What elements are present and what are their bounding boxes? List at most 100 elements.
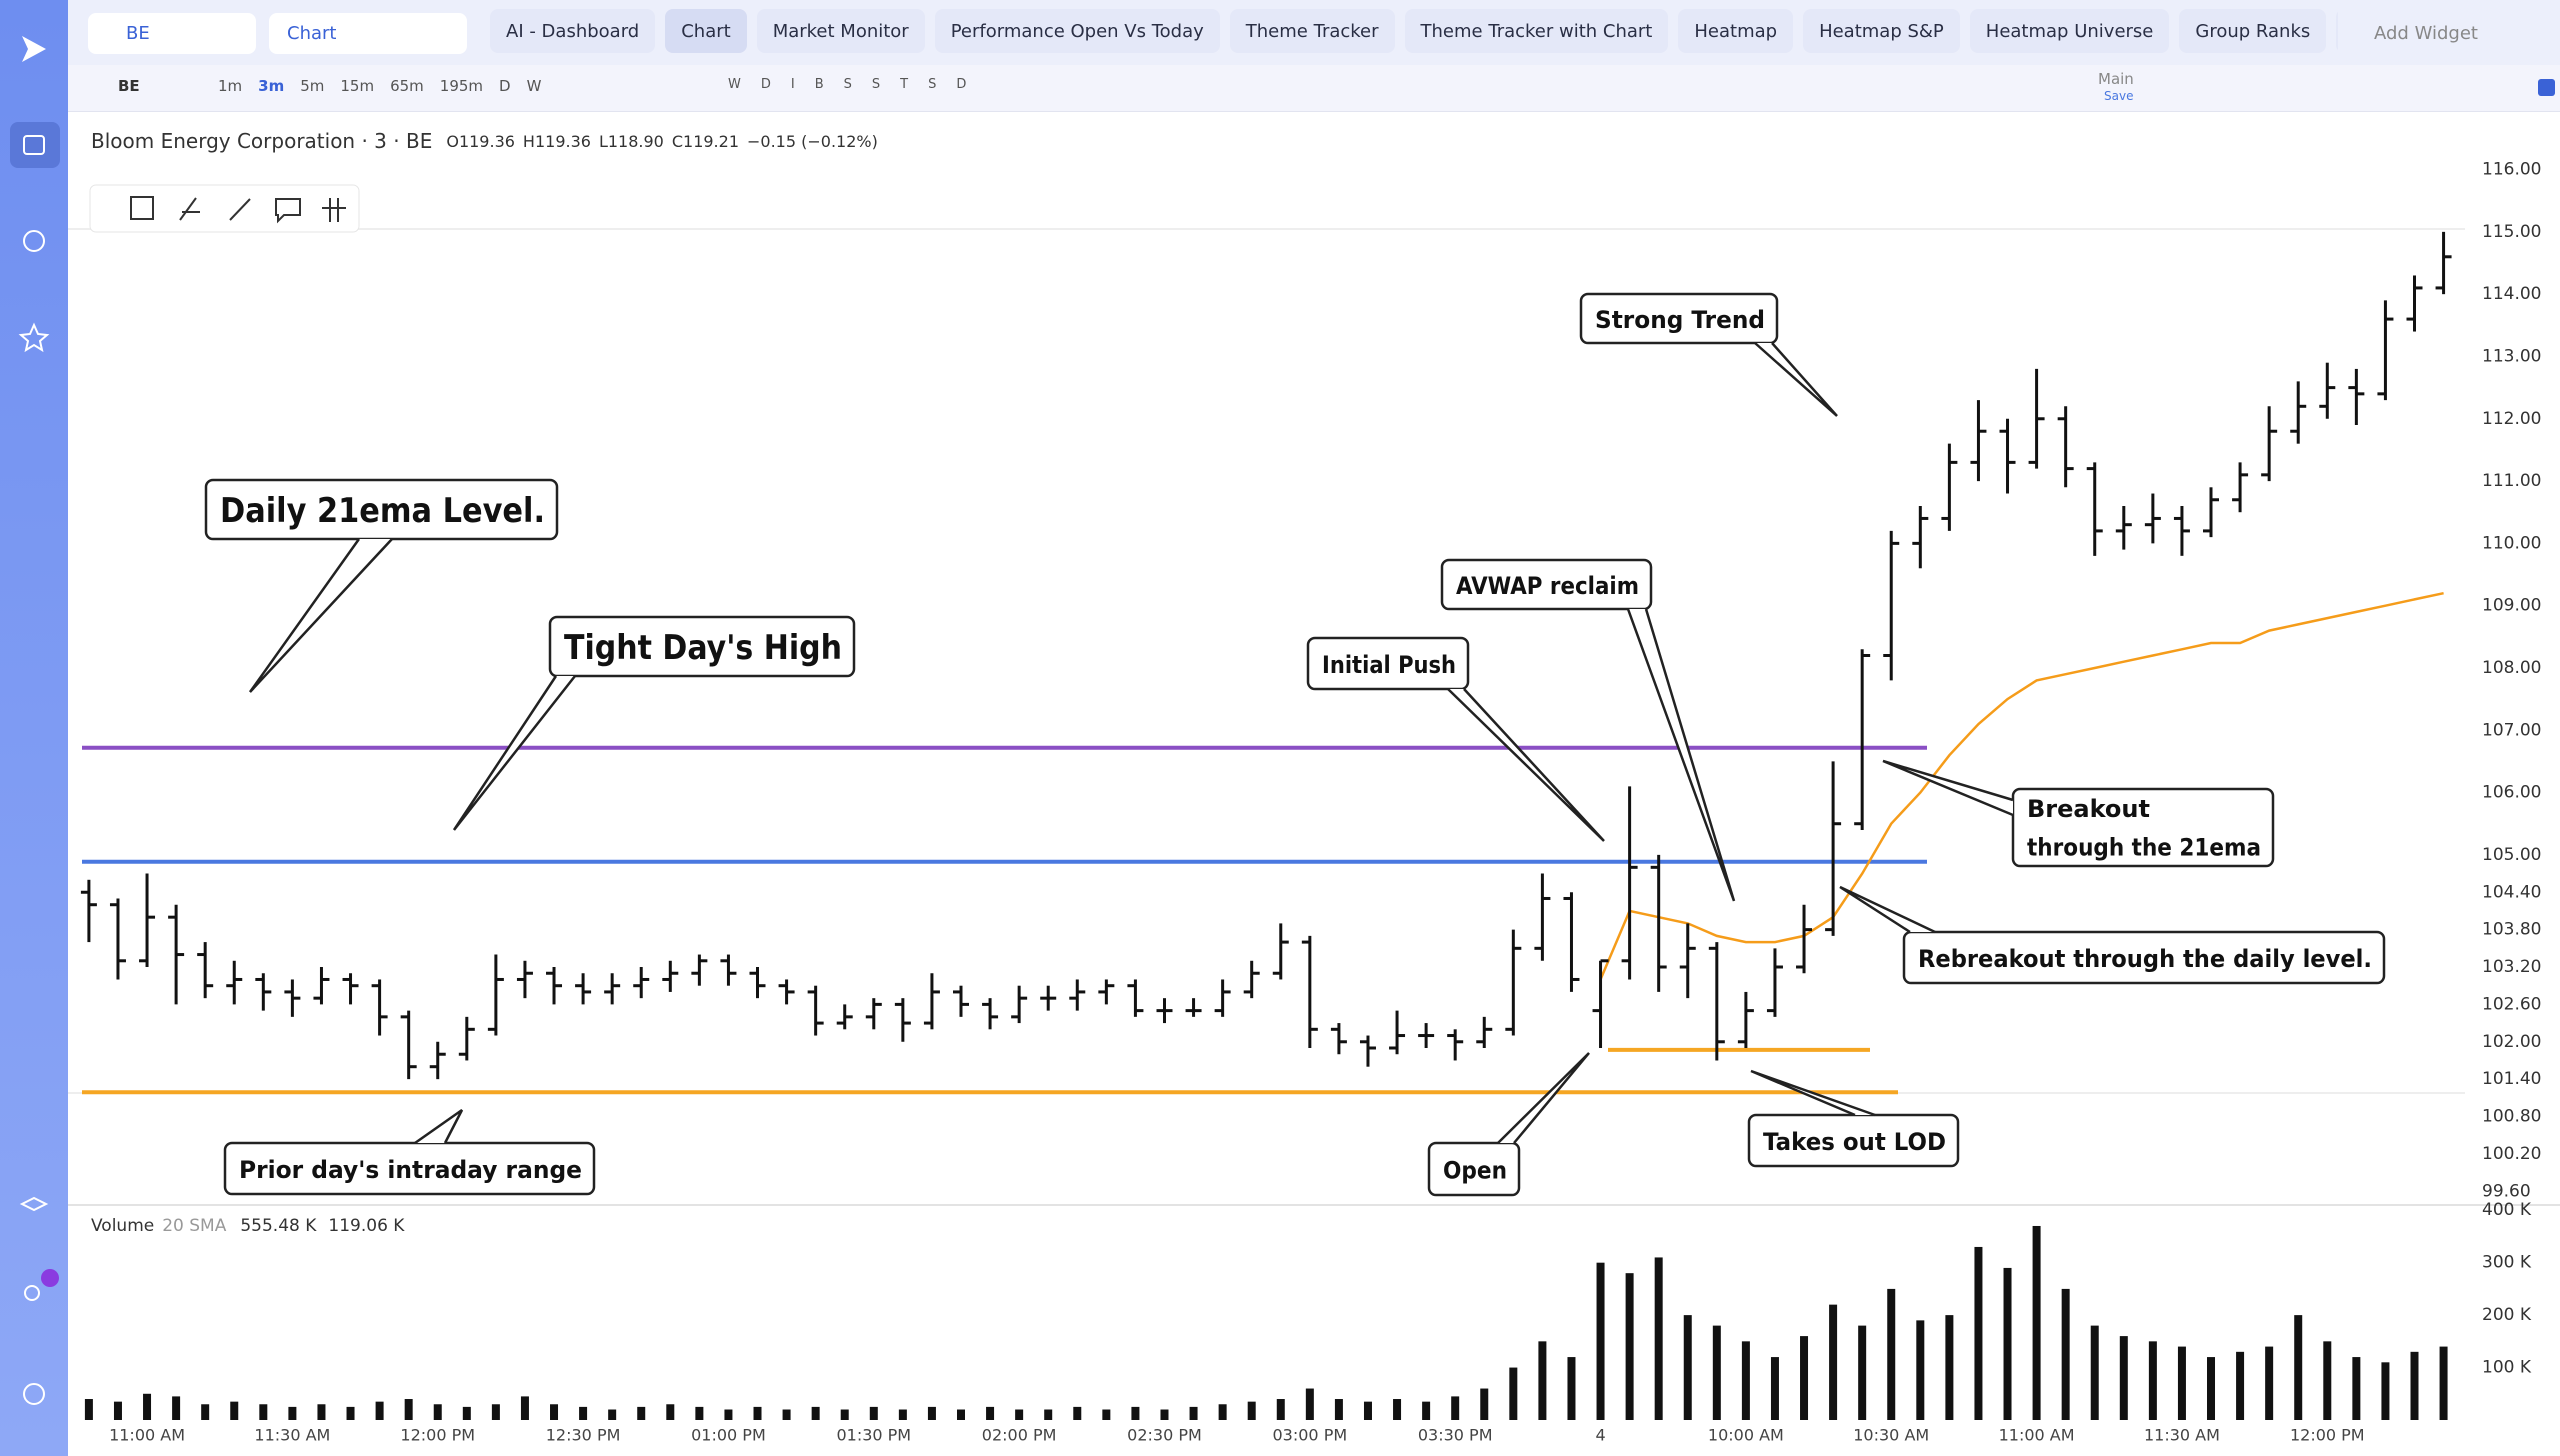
volume-bar	[2323, 1341, 2332, 1420]
annotation: Open	[1427, 1052, 1590, 1197]
add-widget-text: Add Widget	[2374, 22, 2478, 44]
brush-tool[interactable]	[179, 197, 200, 221]
tab[interactable]: Market Monitor	[756, 9, 925, 53]
volume-bar	[840, 1409, 849, 1420]
volume-bar	[259, 1404, 268, 1420]
letter-button[interactable]: B	[814, 77, 824, 92]
x-tick-label: 02:30 PM	[1127, 1426, 1202, 1445]
y-tick-label: 115.00	[2482, 222, 2541, 242]
tab[interactable]: Heatmap	[1678, 9, 1794, 53]
volume-bar	[317, 1404, 326, 1420]
search-text: BE	[126, 23, 150, 44]
letter-button[interactable]: D	[956, 77, 967, 92]
timeframe[interactable]: 15m	[340, 77, 375, 95]
volume-bar	[1567, 1357, 1576, 1420]
volume-bar	[1916, 1320, 1925, 1420]
timeframe[interactable]: 65m	[390, 77, 424, 95]
annotation-text: Tight Day's High	[564, 628, 842, 668]
layout-select[interactable]: Chart	[269, 13, 467, 54]
tab[interactable]: Group Ranks	[2179, 9, 2327, 53]
volume-bar	[1451, 1396, 1460, 1420]
timeframe[interactable]: D	[499, 77, 511, 95]
volume-bar	[1160, 1409, 1169, 1420]
rect-tool[interactable]	[130, 196, 154, 220]
logo[interactable]	[22, 36, 46, 62]
y-tick-label: 112.00	[2482, 409, 2541, 429]
color-square[interactable]	[2538, 79, 2555, 96]
chart-bg	[68, 111, 2560, 1456]
letter-button[interactable]: T	[900, 77, 909, 92]
tab[interactable]: Post Move	[2336, 9, 2338, 53]
x-tick-label: 02:00 PM	[982, 1426, 1057, 1445]
timeframe[interactable]: 5m	[300, 77, 325, 95]
volume-bar	[172, 1396, 181, 1420]
symbol[interactable]: BE	[118, 77, 140, 95]
letter-button[interactable]: I	[790, 77, 795, 92]
x-tick-label: 03:30 PM	[1418, 1426, 1493, 1445]
timeframe[interactable]: W	[526, 77, 542, 95]
x-tick-label: 03:00 PM	[1273, 1426, 1348, 1445]
volume-bar	[1334, 1399, 1343, 1420]
volume-bar	[986, 1406, 995, 1420]
volume-bar	[1770, 1357, 1779, 1420]
volume-bar	[782, 1409, 791, 1420]
volume-bar	[346, 1406, 355, 1420]
volume-bar	[608, 1409, 617, 1420]
volume-bar	[666, 1404, 675, 1420]
tab[interactable]: Theme Tracker with Chart	[1404, 9, 1669, 53]
timeframe[interactable]: 1m	[218, 77, 243, 95]
line-tool[interactable]	[229, 198, 251, 221]
x-tick-label: 11:00 AM	[1999, 1426, 2075, 1445]
callout-box	[2011, 787, 2275, 868]
annotation: Daily 21ema Level.	[204, 478, 559, 693]
tab[interactable]: Heatmap Universe	[1969, 9, 2170, 53]
nav-chart[interactable]	[23, 135, 45, 155]
volume-bar	[2003, 1267, 2012, 1420]
letter-button[interactable]: W	[728, 77, 741, 92]
annotation: Strong Trend	[1579, 292, 1838, 417]
volume-bar	[811, 1406, 820, 1420]
nav-learn[interactable]	[19, 1196, 49, 1212]
volume-bar	[695, 1406, 704, 1420]
nav-help[interactable]	[23, 1383, 45, 1405]
y-tick-label: 105.00	[2482, 845, 2541, 865]
nav-user[interactable]	[24, 1285, 40, 1301]
letter-button[interactable]: S	[843, 77, 852, 92]
x-tick-label: 11:30 AM	[254, 1426, 330, 1445]
timeframe[interactable]: 3m	[258, 77, 285, 95]
drawing-tools	[89, 184, 360, 233]
volume-bar	[288, 1406, 297, 1420]
letter-button[interactable]: D	[760, 77, 771, 92]
timeframe[interactable]: 195m	[439, 77, 484, 95]
volume-bar	[1480, 1388, 1489, 1420]
tab[interactable]: Performance Open Vs Today	[934, 9, 1220, 53]
volume-bar	[1800, 1336, 1809, 1420]
nav-star[interactable]	[18, 322, 50, 353]
sidebar-icons	[10, 36, 60, 1405]
tab[interactable]: AI - Dashboard	[490, 9, 656, 53]
add-widget[interactable]: Add Widget	[2358, 11, 2494, 55]
note-tool[interactable]	[275, 198, 301, 224]
volume-bar	[753, 1406, 762, 1420]
y-tick-label: 104.40	[2482, 882, 2541, 902]
volume-bar	[433, 1404, 442, 1420]
volume-legend: Volume 20 SMA 555.48 K 119.06 K	[91, 1216, 405, 1236]
tab[interactable]: Heatmap S&P	[1803, 9, 1960, 53]
active-nav	[10, 122, 60, 168]
volume-bar	[637, 1406, 646, 1420]
fib-tool[interactable]	[322, 198, 346, 222]
tab[interactable]: Theme Tracker	[1229, 9, 1395, 53]
sma-value: 119.06 K	[328, 1216, 405, 1236]
volume-bar	[375, 1401, 384, 1420]
tab[interactable]: Chart	[665, 9, 747, 53]
search-box[interactable]: BE	[88, 13, 256, 54]
nav-radar[interactable]	[23, 230, 45, 252]
volume-bar	[1189, 1406, 1198, 1420]
volume-bar	[1596, 1262, 1605, 1420]
letter-button[interactable]: S	[928, 77, 937, 92]
y-tick-label: 106.00	[2482, 783, 2541, 803]
volume-bar	[927, 1406, 936, 1420]
letter-button[interactable]: S	[871, 77, 881, 92]
volume-bar	[1741, 1341, 1750, 1420]
